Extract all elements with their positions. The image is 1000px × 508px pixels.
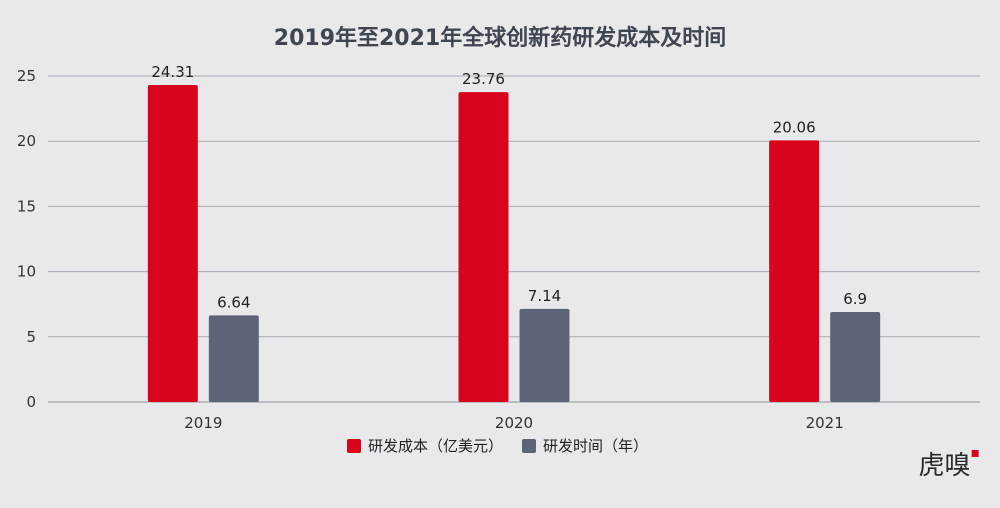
y-tick-label: 20: [17, 132, 36, 150]
data-label: 6.64: [217, 293, 250, 311]
data-label: 7.14: [528, 287, 561, 305]
legend-label: 研发成本（亿美元）: [368, 437, 503, 455]
y-tick-label: 15: [17, 197, 36, 215]
bar-series2-2020: [519, 308, 570, 402]
data-labels: 24.31 6.64 23.76 7.14 20.06 6.9: [151, 63, 867, 311]
bar-series2-2021: [830, 312, 881, 402]
data-label: 24.31: [151, 63, 194, 81]
x-tick-label: 2021: [806, 414, 844, 432]
brand-logo: 虎嗅▪: [918, 445, 980, 482]
bar-series1-2019: [147, 84, 198, 403]
y-tick-label: 25: [17, 67, 36, 85]
y-tick-label: 10: [17, 263, 36, 281]
x-axis: 2019 2020 2021: [184, 414, 844, 432]
logo-dot-icon: ▪: [970, 445, 981, 461]
x-tick-label: 2020: [495, 414, 533, 432]
bars: [147, 84, 881, 403]
x-tick-label: 2019: [184, 414, 222, 432]
y-tick-label: 0: [26, 393, 36, 411]
bar-series1-2020: [458, 92, 509, 402]
chart-title: 2019年至2021年全球创新药研发成本及时间: [274, 25, 726, 51]
grid: 0 5 10 15 20 25: [17, 67, 980, 411]
legend-swatch: [347, 439, 361, 453]
y-tick-label: 5: [26, 328, 36, 346]
data-label: 20.06: [773, 118, 816, 136]
data-label: 23.76: [462, 70, 505, 88]
bar-series2-2019: [208, 315, 259, 402]
data-label: 6.9: [843, 290, 867, 308]
bar-series1-2021: [769, 140, 820, 402]
legend-swatch: [522, 439, 536, 453]
legend: 研发成本（亿美元） 研发时间（年）: [347, 437, 648, 455]
logo-text: 虎嗅: [918, 451, 971, 481]
legend-label: 研发时间（年）: [543, 437, 648, 455]
